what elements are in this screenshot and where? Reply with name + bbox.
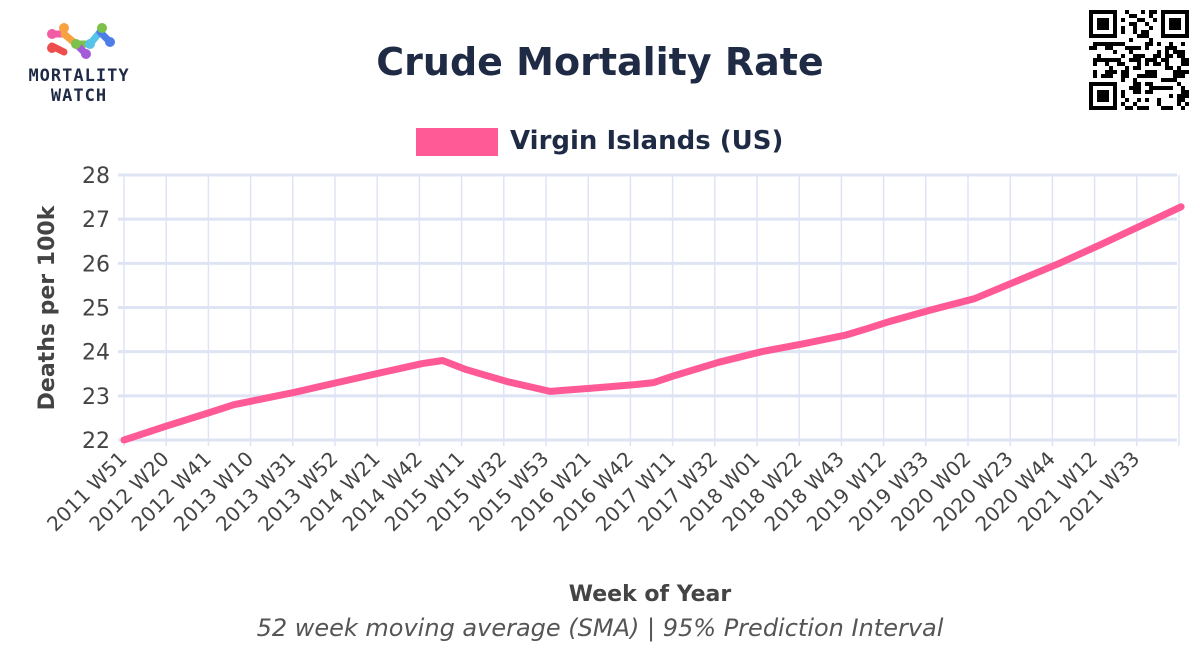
y-axis-label: Deaths per 100k	[35, 204, 60, 410]
y-tick-label: 25	[82, 297, 110, 322]
qr-code-icon	[1089, 10, 1189, 110]
legend-label: Virgin Islands (US)	[510, 126, 784, 156]
series-line-virgin-islands	[120, 203, 1185, 444]
y-tick-label: 27	[82, 208, 110, 233]
chart-series	[120, 203, 1185, 444]
y-axis-ticks: 22 23 24 25 26 27 28	[82, 164, 110, 454]
y-tick-label: 28	[82, 164, 110, 189]
x-axis-label: Week of Year	[569, 582, 732, 607]
chart-grid	[118, 173, 1180, 446]
legend-swatch	[416, 128, 498, 156]
y-tick-label: 24	[82, 341, 110, 366]
chart-title: Crude Mortality Rate	[376, 40, 824, 84]
mortality-watch-logo: MORTALITY WATCH	[14, 18, 144, 108]
logo-icon	[47, 23, 115, 59]
logo-text-line2: WATCH	[50, 86, 108, 106]
logo-text-line1: MORTALITY	[28, 66, 130, 86]
chart-footnote: 52 week moving average (SMA) | 95% Predi…	[256, 614, 944, 642]
y-tick-label: 26	[82, 252, 110, 277]
y-tick-label: 23	[82, 385, 110, 410]
chart-legend: Virgin Islands (US)	[0, 124, 1200, 158]
y-tick-label: 22	[82, 429, 110, 454]
